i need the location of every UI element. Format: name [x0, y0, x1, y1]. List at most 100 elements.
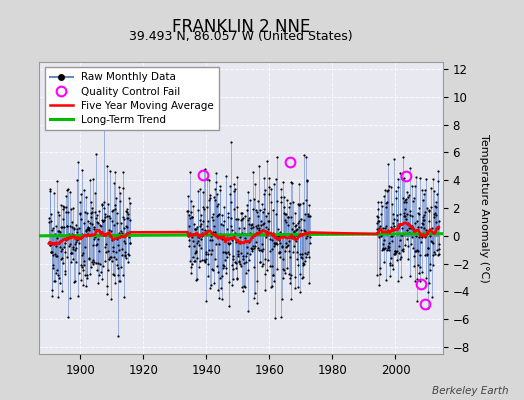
Point: [62, 193, 70, 199]
Point: [188, 233, 196, 240]
Point: [81, 272, 90, 278]
Point: [408, 234, 416, 240]
Point: [250, 245, 258, 251]
Point: [252, 207, 260, 214]
Point: [77, 191, 85, 198]
Point: [216, 275, 224, 281]
Point: [285, 238, 293, 244]
Point: [213, 212, 222, 218]
Point: [378, 203, 386, 209]
Point: [428, 252, 436, 258]
Point: [375, 225, 384, 232]
Point: [45, 214, 53, 221]
Point: [119, 238, 128, 245]
Point: [200, 256, 208, 263]
Point: [399, 154, 407, 160]
Point: [248, 246, 256, 252]
Point: [379, 224, 388, 231]
Point: [215, 241, 223, 248]
Point: [58, 246, 67, 252]
Point: [61, 209, 70, 216]
Point: [235, 258, 243, 264]
Point: [53, 209, 62, 216]
Point: [226, 240, 234, 247]
Point: [246, 197, 255, 203]
Point: [256, 207, 264, 214]
Point: [394, 176, 402, 183]
Point: [202, 228, 211, 235]
Point: [101, 210, 110, 217]
Point: [263, 229, 271, 236]
Point: [65, 231, 73, 238]
Point: [208, 237, 216, 244]
Point: [230, 206, 238, 212]
Point: [402, 195, 410, 202]
Point: [196, 217, 204, 224]
Point: [292, 238, 300, 244]
Point: [85, 256, 94, 262]
Point: [289, 229, 298, 235]
Point: [234, 252, 242, 259]
Point: [225, 241, 233, 248]
Point: [405, 192, 413, 198]
Point: [211, 197, 220, 203]
Point: [378, 246, 387, 252]
Point: [64, 186, 72, 193]
Point: [390, 248, 399, 254]
Point: [242, 252, 250, 259]
Point: [269, 272, 278, 278]
Point: [69, 244, 78, 250]
Point: [264, 226, 272, 232]
Point: [268, 207, 277, 214]
Point: [53, 235, 61, 241]
Point: [392, 188, 400, 194]
Point: [300, 258, 309, 265]
Point: [395, 222, 403, 229]
Point: [220, 263, 228, 269]
Point: [417, 238, 425, 245]
Point: [69, 204, 77, 211]
Point: [192, 247, 200, 254]
Point: [219, 265, 227, 272]
Point: [124, 211, 132, 217]
Point: [426, 266, 434, 273]
Point: [417, 220, 425, 227]
Point: [79, 249, 87, 256]
Point: [417, 232, 425, 239]
Point: [95, 227, 103, 234]
Point: [96, 229, 105, 236]
Point: [220, 204, 228, 210]
Point: [70, 279, 78, 285]
Point: [405, 230, 413, 236]
Point: [107, 208, 116, 214]
Point: [391, 248, 399, 255]
Point: [290, 243, 298, 250]
Point: [412, 174, 420, 180]
Point: [236, 210, 245, 216]
Point: [260, 191, 268, 197]
Point: [194, 238, 202, 244]
Point: [282, 218, 291, 225]
Point: [385, 240, 394, 246]
Point: [221, 257, 229, 263]
Point: [275, 250, 283, 256]
Point: [299, 273, 307, 280]
Point: [234, 248, 242, 254]
Point: [77, 262, 85, 268]
Point: [222, 173, 231, 179]
Point: [373, 272, 381, 279]
Point: [126, 240, 134, 246]
Point: [216, 285, 225, 291]
Point: [413, 246, 421, 253]
Point: [279, 266, 287, 272]
Point: [243, 202, 251, 208]
Point: [107, 228, 115, 234]
Point: [288, 180, 296, 187]
Point: [72, 176, 81, 183]
Point: [245, 215, 253, 221]
Point: [80, 186, 89, 193]
Point: [47, 211, 55, 217]
Point: [429, 211, 438, 218]
Point: [73, 293, 82, 299]
Point: [56, 238, 64, 244]
